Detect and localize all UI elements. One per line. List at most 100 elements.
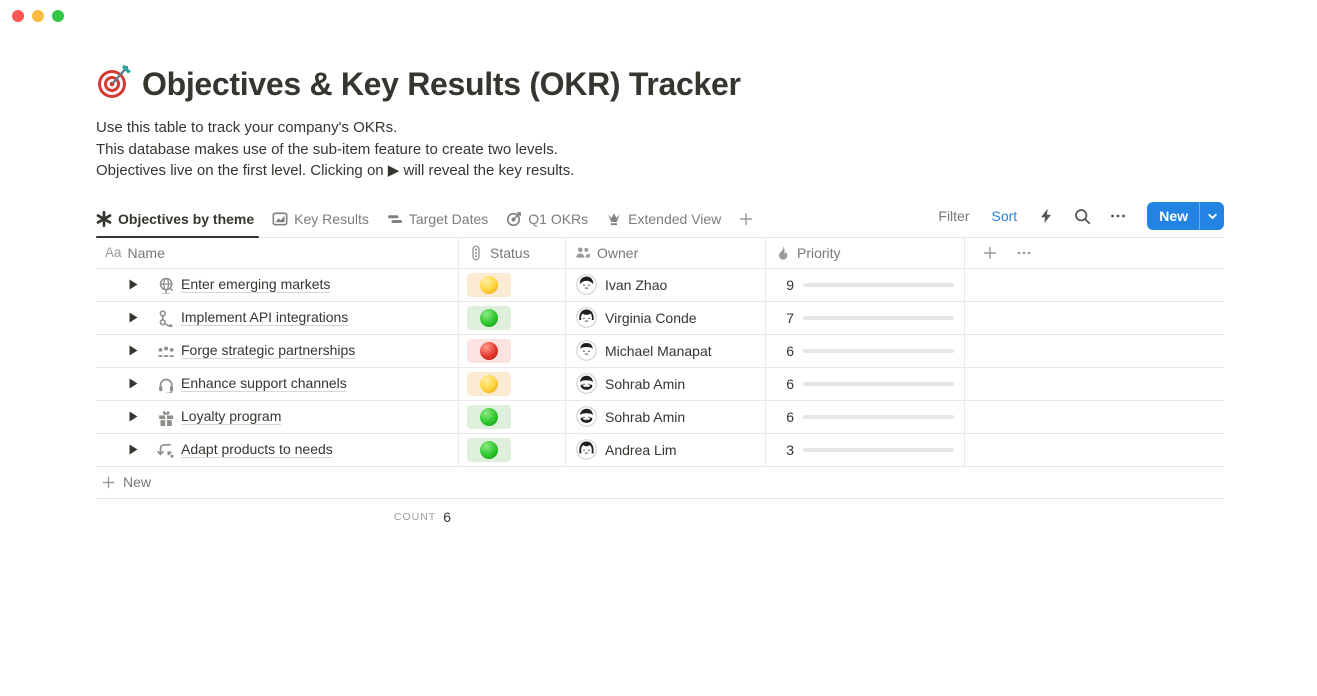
dart-target-icon xyxy=(96,64,132,105)
table-header-row: Aa Name Status Owner Priority xyxy=(96,237,1224,269)
owner-tag[interactable]: Virginia Conde xyxy=(576,307,697,328)
avatar xyxy=(576,406,597,427)
status-badge-green[interactable] xyxy=(467,437,511,462)
owner-tag[interactable]: Michael Manapat xyxy=(576,340,712,361)
table-row: Forge strategic partnerships Michael Man… xyxy=(96,334,1224,368)
zoom-window-button[interactable] xyxy=(52,10,64,22)
status-badge-yellow[interactable] xyxy=(467,272,511,297)
status-cell xyxy=(459,268,566,301)
new-row-label[interactable]: New xyxy=(123,474,152,490)
status-dot-icon xyxy=(480,341,498,360)
status-badge-green[interactable] xyxy=(467,404,511,429)
add-column-plus-icon[interactable] xyxy=(982,245,998,261)
priority-cell[interactable]: 6 xyxy=(766,334,965,367)
priority-cell[interactable]: 6 xyxy=(766,400,965,433)
name-cell: Forge strategic partnerships xyxy=(96,334,459,367)
headset-icon xyxy=(156,375,174,393)
globe-icon xyxy=(156,276,174,294)
view-tab-extended-view[interactable]: Extended View xyxy=(597,201,730,237)
column-header-label: Priority xyxy=(797,244,841,261)
owner-tag[interactable]: Ivan Zhao xyxy=(576,274,667,295)
expand-toggle-icon[interactable] xyxy=(129,444,139,455)
table-body: Enter emerging markets Ivan Zhao 9 Imple… xyxy=(96,268,1224,467)
avatar xyxy=(576,439,597,460)
more-options-ellipsis-icon[interactable] xyxy=(1105,203,1131,229)
objective-name-link[interactable]: Enhance support channels xyxy=(181,375,347,392)
owner-tag[interactable]: Sohrab Amin xyxy=(576,373,685,394)
nodes-icon xyxy=(156,309,174,327)
priority-cell[interactable]: 3 xyxy=(766,433,965,466)
table-row: Loyalty program Sohrab Amin 6 xyxy=(96,400,1224,434)
view-tab-target-dates[interactable]: Target Dates xyxy=(378,201,497,237)
priority-value: 9 xyxy=(786,276,794,293)
expand-toggle-icon[interactable] xyxy=(129,312,139,323)
description-line: This database makes use of the sub-item … xyxy=(96,140,558,158)
status-badge-red[interactable] xyxy=(467,338,511,363)
priority-progress-bar xyxy=(803,315,954,320)
add-view-plus-icon[interactable] xyxy=(730,201,762,237)
description-line: Objectives live on the first level. Clic… xyxy=(96,162,575,179)
search-icon[interactable] xyxy=(1069,203,1095,229)
status-cell xyxy=(459,301,566,334)
new-row-button[interactable]: New xyxy=(96,467,1224,499)
new-button-label[interactable]: New xyxy=(1159,208,1188,224)
owner-tag[interactable]: Sohrab Amin xyxy=(576,406,685,427)
objective-name-link[interactable]: Enter emerging markets xyxy=(181,276,331,293)
empty-cell xyxy=(965,401,1224,433)
expand-toggle-icon[interactable] xyxy=(129,345,139,356)
close-window-button[interactable] xyxy=(12,10,24,22)
count-calculation[interactable]: COUNT 6 xyxy=(96,499,459,535)
column-header-owner[interactable]: Owner xyxy=(566,237,766,268)
status-dot-icon xyxy=(480,308,498,327)
priority-progress-bar xyxy=(803,282,954,287)
owner-name: Sohrab Amin xyxy=(605,408,686,425)
status-dot-icon xyxy=(480,374,498,393)
objective-name-link[interactable]: Implement API integrations xyxy=(181,309,349,326)
view-tab-key-results[interactable]: Key Results xyxy=(263,201,378,237)
priority-cell[interactable]: 6 xyxy=(766,367,965,400)
target-icon xyxy=(506,211,522,227)
status-badge-green[interactable] xyxy=(467,305,511,330)
avatar xyxy=(576,373,597,394)
avatar xyxy=(576,307,597,328)
column-header-name[interactable]: Aa Name xyxy=(96,237,459,268)
column-header-label: Status xyxy=(490,244,530,261)
expand-toggle-icon[interactable] xyxy=(129,279,139,290)
new-button[interactable]: New xyxy=(1147,202,1224,230)
minimize-window-button[interactable] xyxy=(32,10,44,22)
view-tabs: Objectives by theme Key Results Target D… xyxy=(96,201,762,238)
empty-cell xyxy=(965,368,1224,400)
expand-toggle-icon[interactable] xyxy=(129,411,139,422)
view-tab-objectives-by-theme[interactable]: Objectives by theme xyxy=(96,201,263,238)
column-header-priority[interactable]: Priority xyxy=(766,237,965,268)
priority-value: 6 xyxy=(786,375,794,392)
owner-name: Sohrab Amin xyxy=(605,375,686,392)
sort-button[interactable]: Sort xyxy=(991,208,1018,224)
filter-button[interactable]: Filter xyxy=(938,208,970,224)
expand-toggle-icon[interactable] xyxy=(129,378,139,389)
status-dot-icon xyxy=(480,407,498,426)
page-title-row: Objectives & Key Results (OKR) Tracker xyxy=(96,64,1224,105)
status-cell xyxy=(459,400,566,433)
chevron-down-icon[interactable] xyxy=(1200,202,1224,230)
priority-cell[interactable]: 9 xyxy=(766,268,965,301)
table-row: Adapt products to needs Andrea Lim 3 xyxy=(96,433,1224,467)
priority-value: 3 xyxy=(786,441,794,458)
view-tab-label: Target Dates xyxy=(408,211,489,227)
view-tab-q1-okrs[interactable]: Q1 OKRs xyxy=(497,201,597,237)
owner-name: Virginia Conde xyxy=(605,309,697,326)
objective-name-link[interactable]: Loyalty program xyxy=(181,408,282,425)
database-controls: Filter Sort New xyxy=(932,202,1224,236)
column-header-status[interactable]: Status xyxy=(459,237,566,268)
gift-icon xyxy=(156,408,174,426)
column-options-ellipsis-icon[interactable] xyxy=(1016,245,1032,261)
status-cell xyxy=(459,334,566,367)
lightning-icon[interactable] xyxy=(1033,203,1059,229)
priority-value: 6 xyxy=(786,342,794,359)
priority-cell[interactable]: 7 xyxy=(766,301,965,334)
objective-name-link[interactable]: Adapt products to needs xyxy=(181,441,333,458)
owner-tag[interactable]: Andrea Lim xyxy=(576,439,677,460)
status-badge-yellow[interactable] xyxy=(467,371,511,396)
flame-icon xyxy=(775,245,791,261)
objective-name-link[interactable]: Forge strategic partnerships xyxy=(181,342,356,359)
